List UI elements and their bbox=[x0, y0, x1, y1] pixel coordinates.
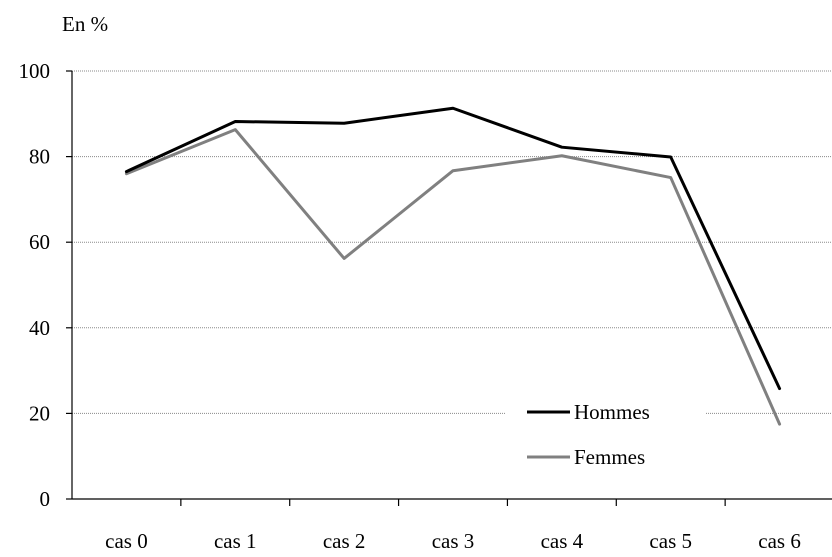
series-lines bbox=[124, 106, 782, 426]
x-tick-label: cas 6 bbox=[758, 529, 801, 553]
y-tick-label: 40 bbox=[29, 316, 50, 340]
y-tick-label: 100 bbox=[19, 59, 51, 83]
x-tick-label: cas 4 bbox=[541, 529, 584, 553]
x-tick-label: cas 0 bbox=[105, 529, 148, 553]
x-axis-ticks: cas 0 cas 1 cas 2 cas 3 cas 4 cas 5 cas 6 bbox=[105, 499, 801, 553]
y-tick-label: 80 bbox=[29, 145, 50, 169]
y-tick-label: 20 bbox=[29, 401, 50, 425]
y-tick-label: 0 bbox=[40, 487, 51, 511]
x-tick-label: cas 1 bbox=[214, 529, 257, 553]
x-tick-label: cas 3 bbox=[432, 529, 475, 553]
legend: Hommes Femmes bbox=[506, 392, 706, 482]
legend-label: Hommes bbox=[574, 400, 650, 424]
axes bbox=[71, 71, 832, 500]
series-line-femmes bbox=[124, 128, 782, 426]
series-line-hommes bbox=[124, 106, 782, 391]
legend-label: Femmes bbox=[574, 445, 645, 469]
y-axis-ticks: 0 20 40 60 80 100 bbox=[19, 59, 72, 511]
y-tick-label: 60 bbox=[29, 230, 50, 254]
gridlines bbox=[72, 70, 832, 414]
legend-background bbox=[506, 392, 706, 482]
x-tick-label: cas 5 bbox=[649, 529, 692, 553]
y-axis-label: En % bbox=[62, 12, 108, 36]
x-tick-label: cas 2 bbox=[323, 529, 366, 553]
